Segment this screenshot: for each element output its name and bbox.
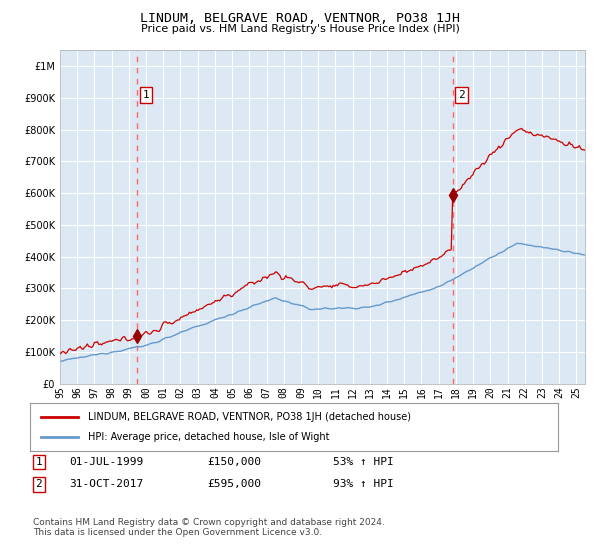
Text: 53% ↑ HPI: 53% ↑ HPI <box>333 457 394 467</box>
Text: 2: 2 <box>35 479 43 489</box>
Text: LINDUM, BELGRAVE ROAD, VENTNOR, PO38 1JH: LINDUM, BELGRAVE ROAD, VENTNOR, PO38 1JH <box>140 12 460 25</box>
Text: 01-JUL-1999: 01-JUL-1999 <box>69 457 143 467</box>
Text: £150,000: £150,000 <box>207 457 261 467</box>
Text: HPI: Average price, detached house, Isle of Wight: HPI: Average price, detached house, Isle… <box>88 432 329 442</box>
Text: 31-OCT-2017: 31-OCT-2017 <box>69 479 143 489</box>
Text: 93% ↑ HPI: 93% ↑ HPI <box>333 479 394 489</box>
Text: Contains HM Land Registry data © Crown copyright and database right 2024.
This d: Contains HM Land Registry data © Crown c… <box>33 518 385 538</box>
Text: Price paid vs. HM Land Registry's House Price Index (HPI): Price paid vs. HM Land Registry's House … <box>140 24 460 34</box>
Text: 1: 1 <box>35 457 43 467</box>
Text: 1: 1 <box>143 90 149 100</box>
Text: £595,000: £595,000 <box>207 479 261 489</box>
Text: LINDUM, BELGRAVE ROAD, VENTNOR, PO38 1JH (detached house): LINDUM, BELGRAVE ROAD, VENTNOR, PO38 1JH… <box>88 412 411 422</box>
Text: 2: 2 <box>458 90 465 100</box>
